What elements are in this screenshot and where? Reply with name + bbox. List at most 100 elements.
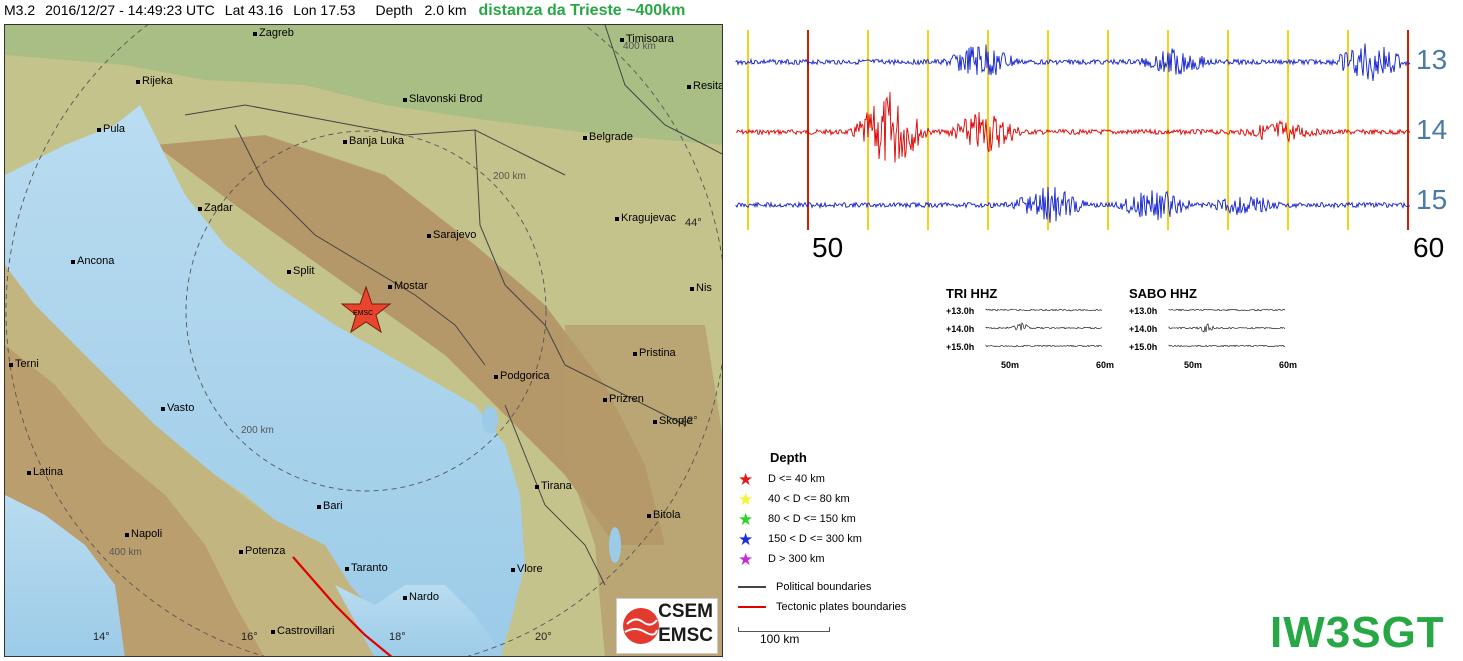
city-label: Bitola (647, 509, 681, 521)
station-trace (1168, 323, 1286, 333)
station-x-label: 60m (1279, 360, 1298, 370)
star-icon: ★ (738, 489, 754, 509)
legend-depth-item: ★ 150 < D <= 300 km (738, 529, 906, 549)
magnitude: M3.2 (4, 2, 36, 18)
legend-label: Tectonic plates boundaries (776, 601, 907, 613)
logo-csem: CSEM (658, 601, 713, 622)
city-label: Potenza (238, 545, 286, 557)
border-line (234, 124, 486, 366)
legend-label: 40 < D <= 80 km (768, 493, 850, 505)
station-plot: SABO HHZ +13.0h +14.0h +15.0h 50m 60m (1129, 286, 1309, 376)
station-trace (985, 322, 1103, 331)
trace-hour-14 (735, 91, 1411, 163)
seismic-traces (735, 43, 1411, 223)
city-label: Nardo (403, 591, 439, 603)
map-canvas: EMSC (5, 25, 722, 656)
station-x-label: 60m (1096, 360, 1115, 370)
station-trace (985, 344, 1103, 348)
city-label: Pula (96, 123, 126, 135)
legend-label: D > 300 km (768, 553, 825, 565)
distance-note: distanza da Trieste ~400km (478, 2, 686, 19)
city-label: Resita (686, 80, 723, 92)
station-trace (985, 308, 1103, 312)
globe-icon (623, 608, 659, 644)
city-label: Rijeka (136, 75, 173, 87)
city-label: Split (286, 265, 315, 277)
city-label: Vasto (160, 402, 195, 414)
border-line (564, 364, 686, 426)
city-label: Tirana (535, 480, 572, 492)
station-callsign: IW3SGT (1270, 608, 1445, 657)
city-label: Napoli (124, 528, 163, 540)
legend-label: D <= 40 km (768, 473, 825, 485)
minute-label: 60 (1413, 232, 1445, 263)
logo-emsc: EMSC (658, 625, 713, 646)
city-label: Castrovillari (270, 625, 335, 637)
border-line (184, 104, 566, 176)
city-label: Terni (9, 358, 39, 370)
grid-label: 14° (93, 631, 110, 643)
csem-emsc-logo: CSEM EMSC (616, 598, 718, 654)
distance-label: 200 km (241, 425, 274, 436)
city-label: Vlore (511, 563, 543, 575)
city-label: Podgorica (494, 370, 550, 382)
line-swatch (738, 606, 766, 608)
city-label: Nis (690, 282, 712, 294)
distance-label: 400 km (623, 41, 656, 52)
legend-line-item: Political boundaries (738, 577, 906, 597)
distance-label: 400 km (109, 547, 142, 558)
border-line (504, 404, 606, 586)
star-icon: ★ (738, 469, 754, 489)
map-legend: Depth ★ D <= 40 km ★ 40 < D <= 80 km ★ 80 < D… (738, 450, 906, 617)
ionian-sea (335, 585, 504, 656)
hour-label: 15 (1416, 184, 1448, 215)
city-label: Zadar (198, 202, 233, 214)
station-hour-label: +14.0h (946, 324, 975, 334)
star-icon: ★ (738, 509, 754, 529)
minute-label: 50 (812, 232, 844, 263)
line-swatch (738, 586, 766, 588)
trace-hour-13 (735, 43, 1411, 81)
star-icon: ★ (738, 549, 754, 569)
city-label: Belgrade (582, 131, 634, 143)
scale-label: 100 km (760, 632, 800, 646)
grid-label: 42° (681, 415, 698, 427)
station-trace (1168, 344, 1286, 348)
event-datetime: 2016/12/27 - 14:49:23 UTC (45, 2, 215, 18)
city-label: Kragujevac (614, 212, 677, 224)
trace-hour-15 (735, 186, 1411, 223)
lake-ohrid (609, 527, 621, 563)
legend-line-item: Tectonic plates boundaries (738, 597, 906, 617)
city-label: Skopje (653, 415, 693, 427)
station-hour-label: +15.0h (946, 342, 975, 352)
dinaric-mountains (155, 135, 665, 545)
station-trace (1168, 308, 1286, 312)
legend-depth-item: ★ D <= 40 km (738, 469, 906, 489)
legend-depth-item: ★ D > 300 km (738, 549, 906, 569)
epicenter-label: EMSC (353, 310, 373, 317)
legend-depth-item: ★ 40 < D <= 80 km (738, 489, 906, 509)
grid-label: 18° (389, 631, 406, 643)
station-hour-label: +15.0h (1129, 342, 1158, 352)
city-label: Bari (317, 500, 343, 512)
station-plot: TRI HHZ +13.0h +14.0h +15.0h 50m 60m (946, 286, 1126, 376)
station-title: SABO HHZ (1129, 286, 1197, 301)
border-line (474, 129, 566, 366)
legend-label: Political boundaries (776, 581, 872, 593)
city-label: Pristina (633, 347, 676, 359)
event-lat: Lat 43.16 (224, 2, 284, 18)
tectonic-boundary (292, 556, 393, 656)
city-label: Latina (27, 466, 63, 478)
grid-label: 44° (685, 217, 702, 229)
station-title: TRI HHZ (946, 286, 998, 301)
station-x-label: 50m (1001, 360, 1020, 370)
border-line (604, 25, 722, 155)
grid-label: 16° (241, 631, 258, 643)
circle-200km (185, 130, 547, 492)
station-x-label: 50m (1184, 360, 1203, 370)
city-label: Slavonski Brod (402, 93, 483, 105)
hour-label: 14 (1416, 114, 1448, 145)
city-label: Banja Luka (342, 135, 405, 147)
star-icon: ★ (738, 529, 754, 549)
helicorder-plot (735, 30, 1411, 230)
